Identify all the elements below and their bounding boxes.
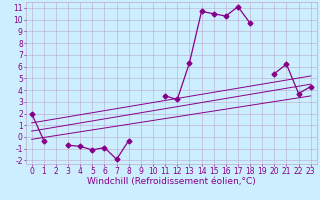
X-axis label: Windchill (Refroidissement éolien,°C): Windchill (Refroidissement éolien,°C) <box>87 177 256 186</box>
